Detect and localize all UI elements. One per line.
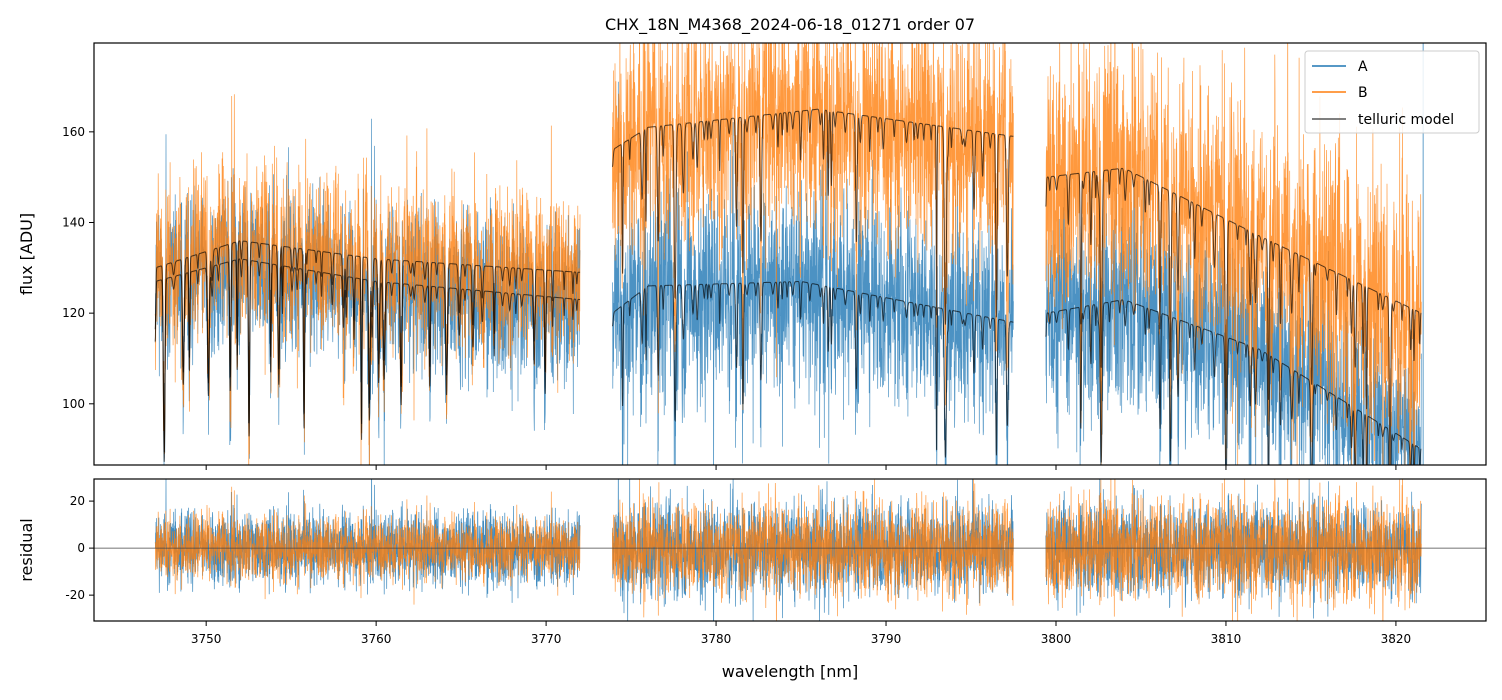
flux-y-tick-label: 160 bbox=[62, 125, 85, 139]
residual-panel-data bbox=[94, 479, 1486, 621]
x-tick-label: 3790 bbox=[871, 632, 902, 646]
legend: A B telluric model bbox=[1304, 50, 1480, 134]
residual-y-tick-label: 0 bbox=[77, 541, 85, 555]
flux-y-tick-label: 100 bbox=[62, 397, 85, 411]
legend-box bbox=[1304, 50, 1480, 134]
legend-label-b: B bbox=[1358, 85, 1368, 101]
flux-ylabel: flux [ADU] bbox=[17, 213, 36, 295]
flux-y-tick-label: 120 bbox=[62, 306, 85, 320]
series-b-residual bbox=[154, 479, 1422, 621]
residual-panel-frame bbox=[93, 478, 1487, 622]
x-tick-label: 3810 bbox=[1211, 632, 1242, 646]
flux-panel-frame bbox=[93, 42, 1487, 466]
x-tick-label: 3820 bbox=[1381, 632, 1412, 646]
x-axis-label: wavelength [nm] bbox=[722, 662, 859, 681]
residual-ylabel: residual bbox=[17, 518, 36, 581]
residual-y-tick-label: 20 bbox=[70, 494, 85, 508]
legend-label-model: telluric model bbox=[1358, 112, 1454, 128]
residual-y-tick-label: -20 bbox=[65, 588, 85, 602]
flux-y-tick-label: 140 bbox=[62, 215, 85, 229]
legend-label-a: A bbox=[1358, 59, 1368, 75]
x-tick-label: 3800 bbox=[1041, 632, 1072, 646]
x-tick-label: 3770 bbox=[531, 632, 562, 646]
flux-panel-data bbox=[154, 43, 1424, 465]
x-tick-label: 3780 bbox=[701, 632, 732, 646]
telluric-model-b bbox=[154, 108, 1422, 465]
chart-title: CHX_18N_M4368_2024-06-18_01271 order 07 bbox=[605, 15, 975, 35]
x-tick-label: 3750 bbox=[191, 632, 222, 646]
x-tick-label: 3760 bbox=[361, 632, 392, 646]
